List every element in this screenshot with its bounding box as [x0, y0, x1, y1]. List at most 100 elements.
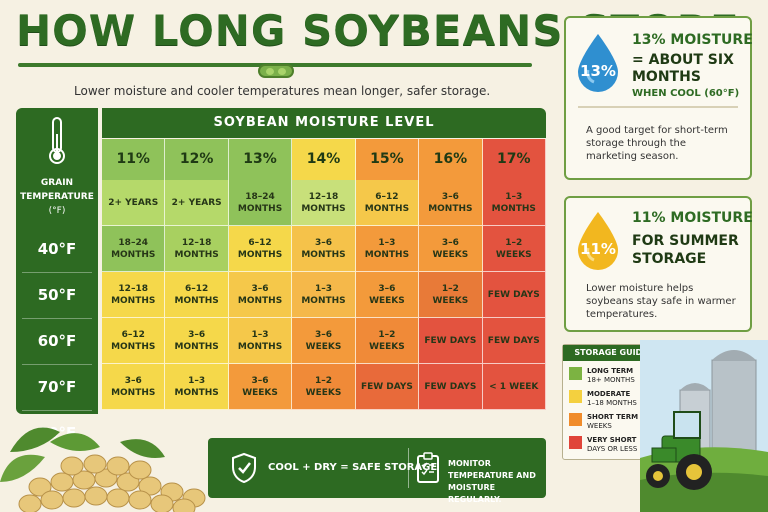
legend-detail: 18+ MONTHS: [587, 376, 635, 384]
clipboard-checklist-icon: [417, 452, 439, 483]
storage-cell: 3–6 WEEKS: [355, 272, 420, 318]
legend-detail: DAYS OR LESS: [587, 445, 638, 453]
legend-label: VERY SHORT: [587, 436, 637, 444]
soybeans-pile-illustration: [0, 427, 206, 512]
legend-label: MODERATE: [587, 390, 631, 398]
storage-cell: FEW DAYS: [482, 272, 546, 318]
storage-cell: 12–18 MONTHS: [102, 272, 166, 318]
legend-text: MODERATE 1–18 MONTHS: [587, 390, 637, 408]
temperature-label: 60°F: [37, 332, 77, 350]
drop-label: 11%: [580, 240, 616, 258]
bottom-banner: COOL + DRY = SAFE STORAGE MONITOR TEMPER…: [208, 438, 546, 504]
storage-cell: 12–18 MONTHS: [165, 226, 229, 272]
storage-cell: 1–2 WEEKS: [355, 318, 420, 364]
temperature-column: GRAIN TEMPERATURE (°F) 40°F50°F60°F70°F8…: [16, 108, 98, 442]
legend-item: LONG TERM 18+ MONTHS: [569, 367, 635, 385]
banner-divider: [408, 448, 409, 488]
storage-cell: 1–3 MONTHS: [292, 272, 356, 318]
legend-label: SHORT TERM: [587, 413, 639, 421]
storage-cell: 1–2 WEEKS: [482, 226, 546, 272]
card-body: Lower moisture helps soybeans stay safe …: [586, 283, 736, 320]
row-divider: [22, 410, 92, 411]
moisture-level-5: 16%: [419, 139, 483, 180]
legend-text: VERY SHORT DAYS OR LESS: [587, 436, 637, 454]
water-drop-icon: [578, 212, 618, 270]
storage-cell: 1–2 WEEKS: [292, 364, 356, 410]
storage-cell: 18–24 MONTHS: [102, 226, 166, 272]
drop-label: 13%: [580, 62, 616, 80]
soybean-pod-icon: [258, 64, 294, 78]
legend-detail: 1–18 MONTHS: [587, 399, 637, 407]
temperature-label: 40°F: [37, 240, 77, 258]
card-heading: 13% MOISTURE: [632, 32, 753, 48]
temperature-header-line2: TEMPERATURE: [20, 192, 94, 202]
card-heading: 11% MOISTURE: [632, 210, 753, 226]
moisture-grid: SOYBEAN MOISTURE LEVEL 11% 12% 13% 14% 15% 16…: [102, 108, 546, 414]
storage-cell: 2+ YEARS: [165, 180, 229, 226]
legend-swatch: [569, 436, 582, 449]
moisture-level-0: 11%: [102, 139, 166, 180]
card-divider: [578, 106, 738, 108]
legend-text: SHORT TERM WEEKS: [587, 413, 638, 431]
storage-table: GRAIN TEMPERATURE (°F) 40°F50°F60°F70°F8…: [16, 108, 546, 442]
shield-check-icon: [232, 452, 256, 484]
temperature-header: GRAIN TEMPERATURE (°F): [16, 116, 98, 218]
storage-cell: 2+ YEARS: [102, 180, 166, 226]
storage-cell: 6–12 MONTHS: [228, 226, 293, 272]
storage-cell: 3–6 MONTHS: [228, 272, 293, 318]
moisture-level-2: 13%: [228, 139, 293, 180]
legend-item: VERY SHORT DAYS OR LESS: [569, 436, 637, 454]
legend-title: STORAGE GUIDE: [563, 345, 659, 361]
storage-cell: FEW DAYS: [482, 318, 546, 364]
storage-cell: 12–18 MONTHS: [292, 180, 356, 226]
temperature-header-label: GRAIN TEMPERATURE (°F): [16, 176, 98, 218]
moisture-level-1: 12%: [165, 139, 229, 180]
card-subheading: FOR SUMMER STORAGE: [632, 233, 739, 267]
storage-cell: 6–12 MONTHS: [165, 272, 229, 318]
legend-swatch: [569, 390, 582, 403]
storage-cell: 1–3 MONTHS: [228, 318, 293, 364]
temperature-header-unit: (°F): [48, 206, 66, 216]
moisture-level-4: 15%: [355, 139, 420, 180]
moisture-level-6: 17%: [482, 139, 546, 180]
storage-cell: 1–3 MONTHS: [165, 364, 229, 410]
legend-detail: WEEKS: [587, 422, 612, 430]
storage-cell: FEW DAYS: [355, 364, 420, 410]
legend-text: LONG TERM 18+ MONTHS: [587, 367, 635, 385]
storage-cell: 3–6 MONTHS: [165, 318, 229, 364]
legend-item: SHORT TERM WEEKS: [569, 413, 638, 431]
moisture-header: SOYBEAN MOISTURE LEVEL: [102, 108, 546, 138]
storage-cell: FEW DAYS: [419, 318, 483, 364]
storage-cell: 3–6 WEEKS: [419, 226, 483, 272]
banner-message: COOL + DRY = SAFE STORAGE: [268, 462, 438, 473]
storage-cell: 3–6 MONTHS: [419, 180, 483, 226]
storage-cell: 1–3 MONTHS: [355, 226, 420, 272]
temperature-label: 50°F: [37, 286, 77, 304]
card-condition: WHEN COOL (60°F): [632, 88, 740, 99]
storage-cell: FEW DAYS: [419, 364, 483, 410]
legend-swatch: [569, 413, 582, 426]
storage-cell: < 1 WEEK: [482, 364, 546, 410]
temperature-label: 70°F: [37, 378, 77, 396]
farm-tractor-silo-illustration: [640, 340, 768, 512]
thermometer-icon: [49, 117, 65, 164]
row-divider: [22, 364, 92, 365]
storage-cell: 3–6 MONTHS: [292, 226, 356, 272]
legend-item: MODERATE 1–18 MONTHS: [569, 390, 637, 408]
tip-card-11-percent: 11% 11% MOISTURE FOR SUMMER STORAGE Lowe…: [564, 196, 753, 332]
water-drop-icon: [578, 34, 618, 92]
subtitle: Lower moisture and cooler temperatures m…: [74, 84, 491, 98]
storage-cell: 6–12 MONTHS: [355, 180, 420, 226]
moisture-levels-row: 11% 12% 13% 14% 15% 16% 17%: [102, 139, 546, 180]
moisture-level-3: 14%: [292, 139, 356, 180]
legend-label: LONG TERM: [587, 367, 634, 375]
storage-cell: 1–2 WEEKS: [419, 272, 483, 318]
tip-card-13-percent: 13% 13% MOISTURE = ABOUT SIX MONTHS WHEN…: [564, 16, 753, 180]
row-divider: [22, 318, 92, 319]
storage-cell: 18–24 MONTHS: [228, 180, 293, 226]
storage-cell: 3–6 WEEKS: [292, 318, 356, 364]
storage-cell: 6–12 MONTHS: [102, 318, 166, 364]
row-divider: [22, 272, 92, 273]
legend-swatch: [569, 367, 582, 380]
